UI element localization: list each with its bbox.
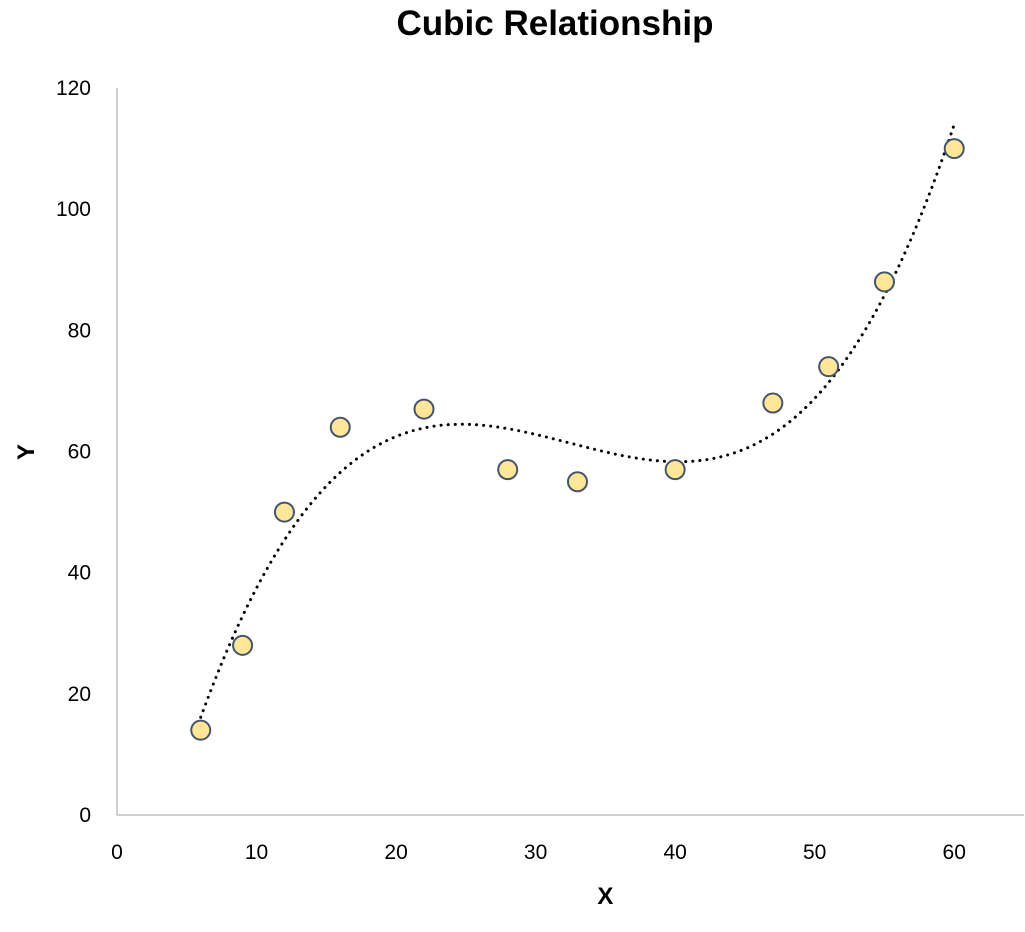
data-point [232, 634, 254, 656]
data-point [273, 501, 295, 523]
trendline [199, 122, 956, 719]
x-tick-label: 40 [663, 841, 686, 864]
data-point [664, 459, 686, 481]
y-tick-label: 20 [68, 683, 91, 706]
data-point [566, 471, 588, 493]
data-point [497, 459, 519, 481]
axes [116, 88, 1024, 816]
x-tick-label: 0 [111, 841, 123, 864]
x-tick-label: 50 [803, 841, 826, 864]
y-tick-label: 100 [56, 198, 91, 221]
chart-title: Cubic Relationship [396, 4, 714, 43]
x-tick-label: 10 [245, 841, 268, 864]
x-axis-title: X [597, 883, 613, 910]
axis-labels: 0 20 40 60 80 100 120 0 10 20 30 40 50 60 X Y [13, 77, 966, 910]
data-point [762, 392, 784, 414]
data-point [818, 356, 840, 378]
x-tick-label: 20 [384, 841, 407, 864]
data-point [190, 719, 212, 741]
data-point [943, 138, 965, 160]
data-points [190, 138, 965, 741]
data-point [413, 398, 435, 420]
y-tick-label: 0 [79, 804, 91, 827]
y-tick-label: 60 [68, 441, 91, 464]
data-point [873, 271, 895, 293]
trendline-group [199, 122, 956, 719]
y-tick-label: 80 [68, 319, 91, 342]
x-tick-label: 60 [943, 841, 966, 864]
x-tick-label: 30 [524, 841, 547, 864]
y-tick-label: 40 [68, 562, 91, 585]
y-tick-label: 120 [56, 77, 91, 100]
y-axis-title: Y [13, 444, 40, 460]
data-point [329, 416, 351, 438]
